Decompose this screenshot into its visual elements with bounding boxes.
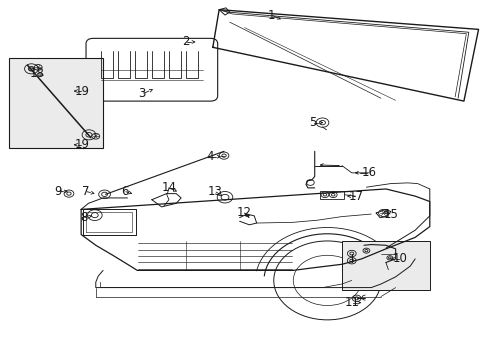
Text: 9: 9 [54, 185, 62, 198]
Text: 17: 17 [348, 190, 364, 203]
Text: 5: 5 [308, 116, 316, 129]
Text: 15: 15 [383, 208, 397, 221]
Bar [341, 241, 429, 291]
Bar [320, 191, 344, 199]
Text: 12: 12 [237, 207, 251, 220]
Text: 6: 6 [121, 185, 128, 198]
Text: 7: 7 [82, 185, 90, 198]
Text: 3: 3 [138, 87, 145, 100]
Text: 18: 18 [30, 67, 44, 80]
Text: 4: 4 [206, 150, 214, 163]
Text: 19: 19 [75, 85, 89, 98]
Text: 2: 2 [182, 35, 189, 49]
Text: 13: 13 [207, 185, 222, 198]
Text: 14: 14 [161, 181, 176, 194]
Text: 11: 11 [344, 296, 359, 309]
Text: 10: 10 [392, 252, 407, 265]
Text: 19: 19 [75, 138, 89, 151]
FancyBboxPatch shape [86, 39, 217, 101]
Text: 8: 8 [80, 211, 87, 224]
Bar [9, 58, 103, 148]
Text: 1: 1 [267, 9, 275, 22]
Text: 16: 16 [361, 166, 376, 179]
